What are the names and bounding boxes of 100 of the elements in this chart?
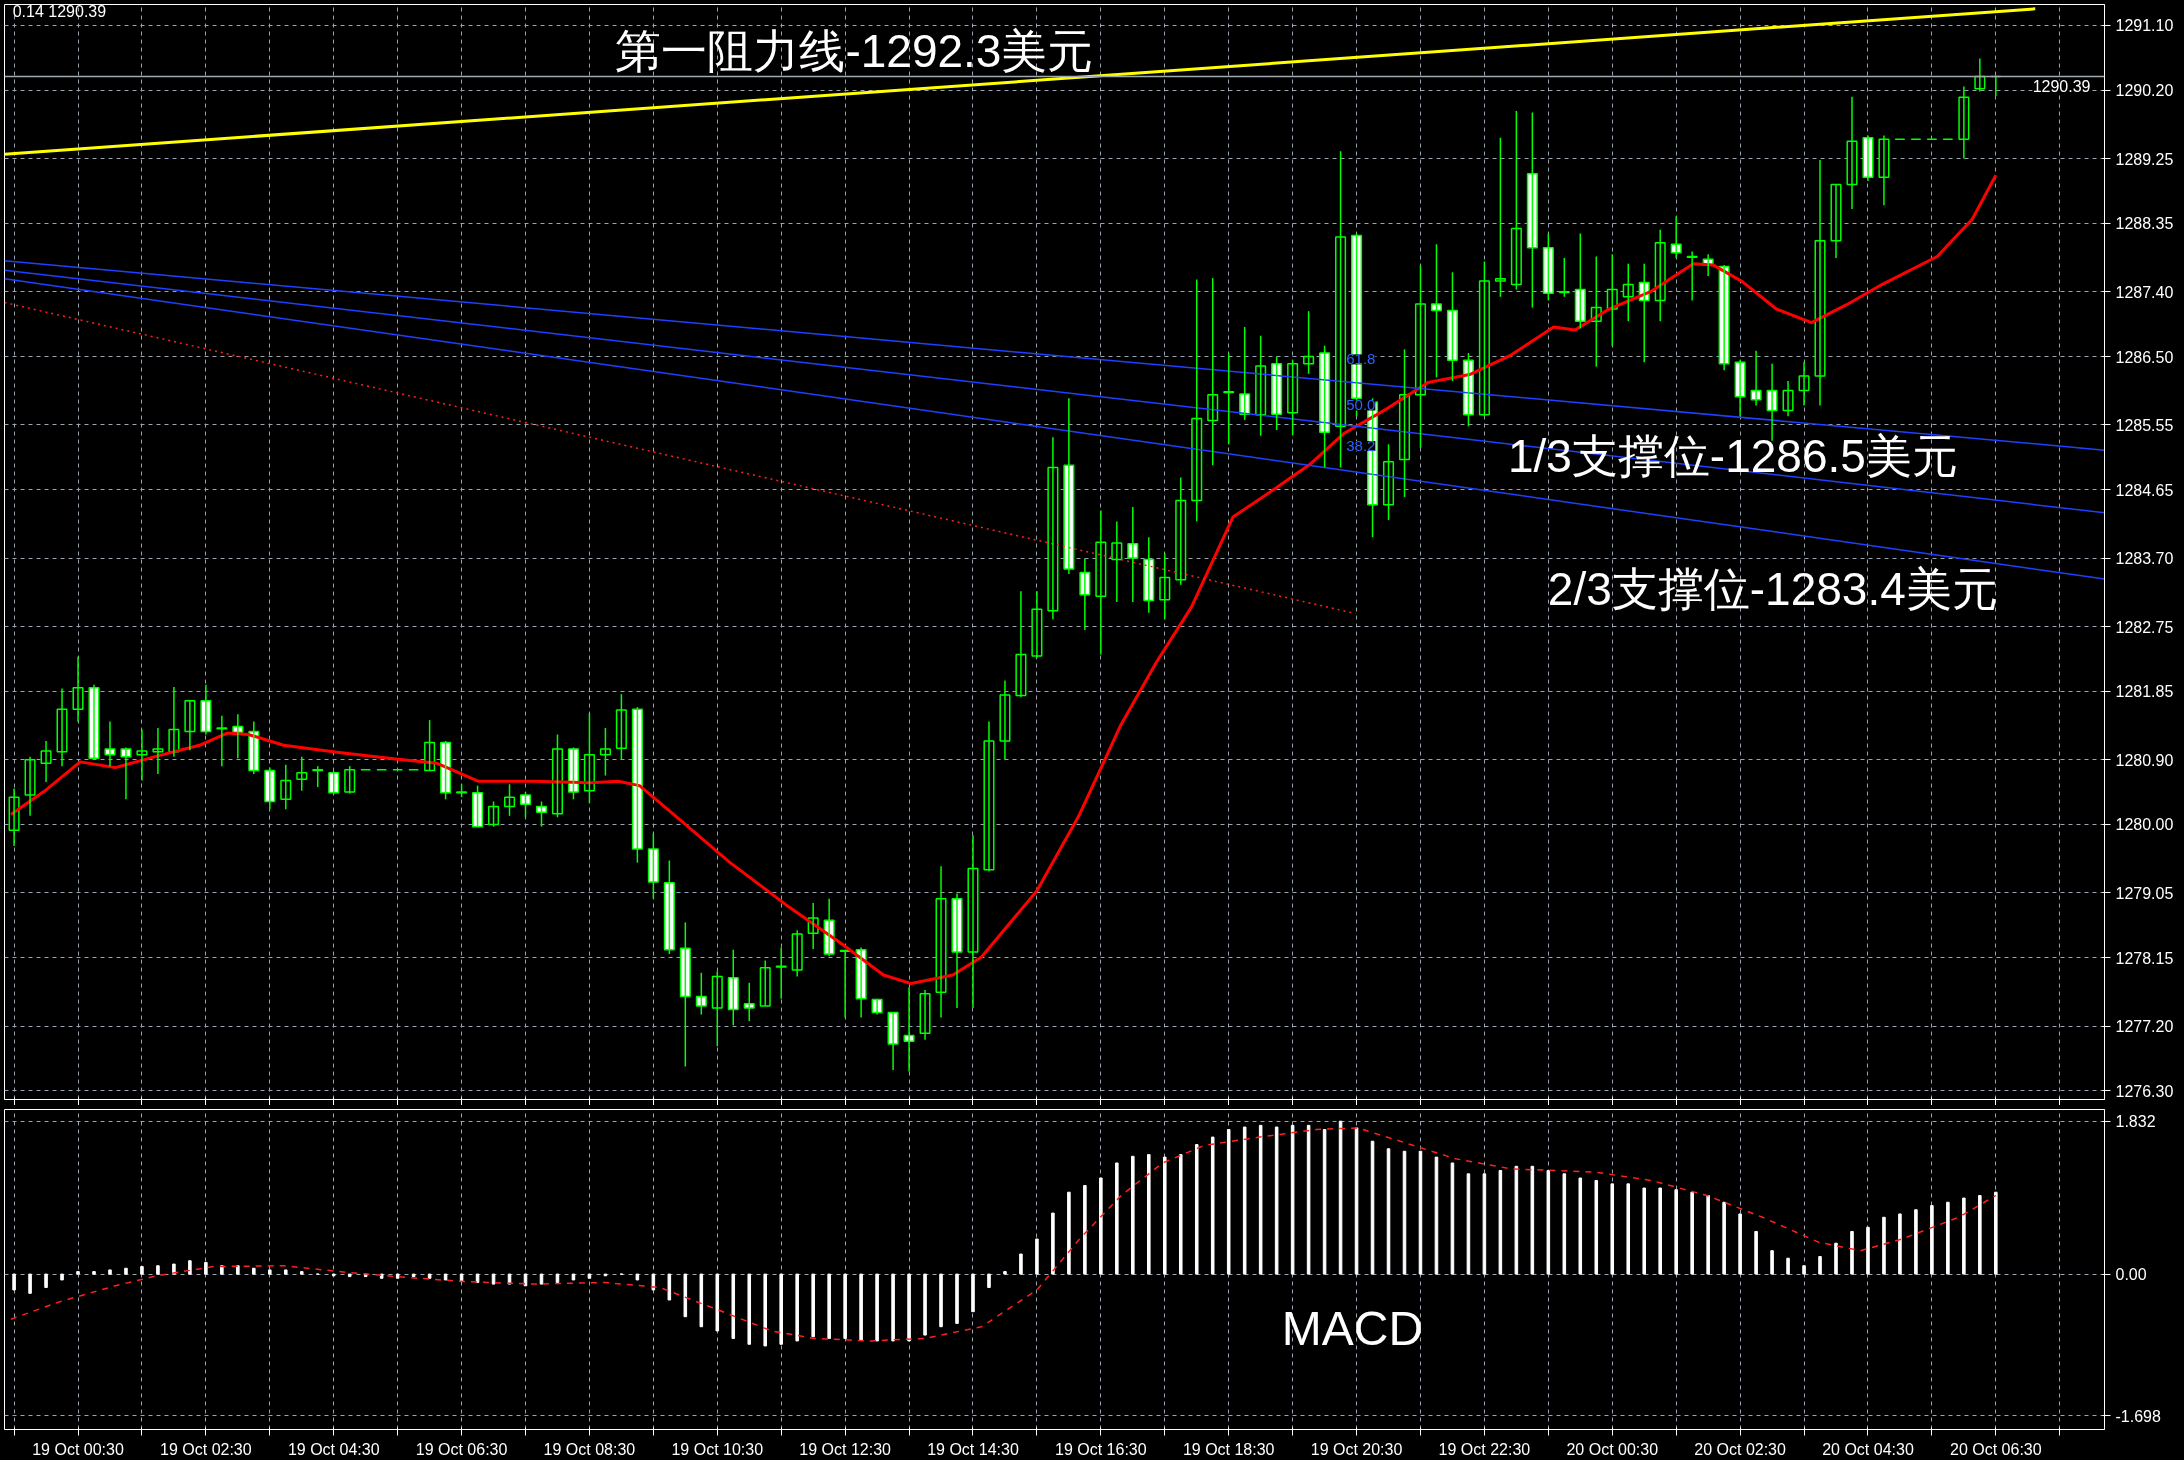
bar <box>1578 1177 1583 1275</box>
bar <box>427 1273 432 1279</box>
bar <box>1482 1173 1487 1275</box>
candlestick <box>711 970 723 1047</box>
bar <box>1466 1173 1471 1275</box>
x-tick-label: 19 Oct 08:30 <box>543 1440 636 1458</box>
x-tick-label: 20 Oct 02:30 <box>1694 1440 1787 1458</box>
y-tick-label: 1277.20 <box>2115 1018 2174 1036</box>
x-tick-label: 20 Oct 00:30 <box>1566 1440 1659 1458</box>
bar <box>1610 1183 1615 1275</box>
candlestick <box>727 949 739 1027</box>
bar <box>1834 1242 1838 1275</box>
y-tick-label: 1280.00 <box>2115 816 2174 834</box>
candlestick <box>1430 243 1443 379</box>
candlestick <box>312 765 324 788</box>
y-tick-label: 0.00 <box>2115 1266 2147 1284</box>
bar <box>763 1273 768 1347</box>
bar <box>1642 1187 1646 1275</box>
ref-line-label: 1290.39 <box>2032 78 2091 96</box>
bar <box>1706 1195 1710 1275</box>
candlestick <box>1494 136 1506 298</box>
x-tick-label: 19 Oct 16:30 <box>1055 1440 1147 1458</box>
bar <box>108 1269 112 1275</box>
y-tick-label: 1282.75 <box>2115 618 2174 636</box>
bar <box>843 1273 847 1339</box>
candlestick <box>1542 232 1554 302</box>
bar <box>1498 1169 1503 1275</box>
bar <box>347 1273 352 1278</box>
x-tick-label: 19 Oct 12:30 <box>799 1440 892 1458</box>
bar <box>571 1273 576 1281</box>
x-tick-label: 19 Oct 18:30 <box>1182 1440 1275 1458</box>
bar <box>60 1273 64 1281</box>
candlestick <box>615 693 627 761</box>
annotation: 38.2 <box>1346 437 1376 455</box>
x-tick-label: 19 Oct 22:30 <box>1438 1440 1531 1458</box>
bar <box>1258 1124 1263 1275</box>
bar <box>1898 1213 1902 1275</box>
candlestick <box>647 832 659 900</box>
bar <box>491 1273 496 1285</box>
candlestick <box>535 800 548 828</box>
bar <box>1546 1169 1551 1275</box>
bar <box>1930 1205 1934 1275</box>
y-tick-label: 1283.70 <box>2115 550 2174 568</box>
y-tick-label: 1276.30 <box>2115 1082 2174 1100</box>
bar <box>1083 1185 1087 1275</box>
bar <box>1115 1162 1119 1275</box>
y-tick-label: 1280.90 <box>2115 751 2174 769</box>
bar <box>379 1273 384 1279</box>
x-tick-label: 19 Oct 10:30 <box>671 1440 764 1458</box>
bar <box>1978 1195 1982 1275</box>
bar <box>1674 1189 1678 1275</box>
bar <box>699 1273 704 1328</box>
bar <box>555 1273 560 1283</box>
annotation: 2/3支撑位-1283.4美元 <box>1547 562 1998 615</box>
bar <box>795 1273 799 1342</box>
bar <box>1178 1154 1183 1275</box>
bar <box>299 1271 304 1275</box>
bar <box>1914 1209 1918 1275</box>
bar <box>1626 1183 1631 1275</box>
bar <box>1818 1256 1822 1275</box>
y-tick-label: 1289.25 <box>2115 150 2174 168</box>
y-tick-label: 1290.20 <box>2115 82 2174 100</box>
candlestick <box>1223 352 1235 446</box>
candlestick <box>519 791 532 819</box>
bar <box>1994 1191 1998 1275</box>
candlestick <box>1446 271 1458 382</box>
bar <box>1770 1250 1774 1275</box>
bar <box>987 1273 991 1288</box>
bar <box>1194 1144 1199 1275</box>
candlestick <box>56 687 68 767</box>
candlestick <box>695 972 707 1016</box>
candlestick <box>120 746 132 801</box>
bar <box>188 1260 192 1275</box>
annotation: 50.0 <box>1346 396 1376 414</box>
bar <box>875 1273 879 1342</box>
bar <box>1754 1230 1758 1275</box>
bar <box>683 1273 688 1318</box>
x-tick-label: 19 Oct 14:30 <box>927 1440 1019 1458</box>
annotation: MACD <box>1281 1302 1424 1356</box>
x-tick-label: 19 Oct 20:30 <box>1310 1440 1403 1458</box>
bar <box>747 1273 752 1345</box>
bar <box>1946 1201 1950 1275</box>
bar <box>539 1273 544 1285</box>
bar <box>1338 1120 1343 1275</box>
bar <box>411 1273 416 1278</box>
annotation: 0.14 1290.39 <box>12 3 107 21</box>
bar <box>811 1273 815 1338</box>
annotation: 第一阻力线-1292.3美元 <box>615 25 1094 78</box>
candlestick <box>152 727 164 775</box>
bar <box>891 1273 895 1342</box>
bar <box>1147 1154 1151 1275</box>
annotation: 61.8 <box>1346 350 1376 368</box>
bar <box>395 1273 400 1279</box>
bar <box>1306 1124 1311 1275</box>
bar <box>204 1261 208 1275</box>
bar <box>827 1273 831 1339</box>
y-tick-label: 1291.10 <box>2115 17 2174 35</box>
y-tick-label: 1288.35 <box>2115 215 2174 233</box>
bar <box>939 1273 943 1328</box>
bar <box>667 1273 672 1301</box>
